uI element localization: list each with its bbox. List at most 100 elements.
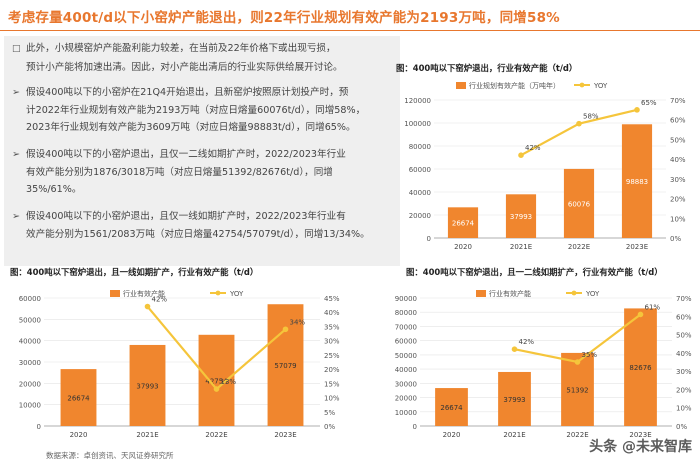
y2-tick-label: 40% (324, 309, 340, 317)
y-tick-label: 0 (427, 235, 431, 243)
legend-label-line: YOY (585, 290, 600, 298)
bar-value-label: 98883 (626, 178, 648, 186)
y-tick-label: 0 (413, 423, 417, 431)
bar-value-label: 26674 (452, 220, 475, 228)
y2-tick-label: 25% (324, 352, 340, 360)
bullet-line: ➢ 假设400吨以下的小窑炉退出，且仅一二线如期扩产时，2022/2023年行业 (12, 146, 346, 164)
y2-tick-label: 10% (670, 215, 686, 223)
y2-tick-label: 0% (676, 423, 687, 431)
y-tick-label: 70000 (395, 323, 417, 331)
bullet-marker: □ (12, 41, 26, 59)
y2-tick-label: 40% (676, 350, 692, 358)
chart2-caption: 图：400吨以下窑炉退出，且一线如期扩产，行业有效产能（t/d） (10, 266, 258, 278)
yoy-label: 58% (583, 113, 599, 121)
bullet-text: 效产能分别为1561/2083万吨（对应日熔量42754/57079t/d），同… (26, 229, 370, 240)
y-tick-label: 50000 (19, 316, 41, 324)
y-tick-label: 0 (37, 423, 41, 431)
x-tick-label: 2021E (136, 431, 158, 439)
bullet-line: ➢ 假设400吨以下的小窑炉在21Q4开始退出，且新窑炉按照原计划投产时，预 (12, 84, 365, 102)
legend-label-bar: 行业规划有效产能（万吨年） (469, 81, 560, 90)
yoy-point (638, 312, 644, 318)
legend-swatch-point (216, 291, 221, 296)
yoy-point (634, 107, 640, 113)
bar-value-label: 37993 (510, 213, 532, 221)
x-tick-label: 2021E (510, 243, 532, 251)
bar-value-label: 57079 (274, 362, 296, 370)
bullet-line: 有效产能分别为1876/3018万吨（对应日熔量51392/82676t/d），… (12, 164, 346, 182)
y2-tick-label: 20% (670, 196, 686, 204)
x-tick-label: 2020 (70, 431, 88, 439)
text-panel: □ 此外，小规模窑炉产能盈利能力较差，在当前及22年价格下或出现亏损， 预计小产能将… (4, 36, 400, 266)
legend-swatch-bar (110, 290, 120, 297)
legend-swatch-point (572, 291, 577, 296)
y2-tick-label: 50% (676, 332, 692, 340)
yoy-label: 42% (525, 144, 541, 152)
chart-3: 0 10000 20000 30000 40000 50000 60000 70000 8000… (380, 280, 700, 450)
x-tick-label: 2020 (443, 431, 461, 439)
legend-label-bar: 行业有效产能 (489, 289, 531, 298)
y2-tick-label: 0% (670, 235, 681, 243)
bullet-text: 假设400吨以下的小窑炉退出，且仅一线如期扩产时，2022/2023年行业有 (26, 211, 346, 222)
chart1-caption: 图：400吨以下窑炉退出，行业有效产能（t/d） (396, 62, 577, 74)
x-tick-label: 2022E (566, 431, 588, 439)
y-tick-label: 20000 (395, 395, 417, 403)
bar-value-label: 51392 (566, 386, 588, 394)
yoy-point (512, 346, 518, 352)
legend-label-bar: 行业有效产能 (123, 289, 165, 298)
y-tick-label: 80000 (409, 143, 431, 151)
bullet-text: 预计小产能将加速出清。因此，对小产能出清后的行业实际供给展开讨论。 (26, 62, 343, 73)
bullet-text: 假设400吨以下的小窑炉退出，且仅一二线如期扩产时，2022/2023年行业 (26, 149, 346, 160)
bullet-item: ➢ 假设400吨以下的小窑炉退出，且仅一线如期扩产时，2022/2023年行业有效… (12, 208, 370, 243)
bar-value-label: 26674 (440, 404, 463, 412)
yoy-label: 13% (221, 378, 237, 386)
yoy-point (518, 152, 524, 158)
chart3-caption: 图：400吨以下窑炉退出，且一二线如期扩产，行业有效产能（t/d） (406, 266, 663, 278)
bullet-line: 预计小产能将加速出清。因此，对小产能出清后的行业实际供给展开讨论。 (12, 59, 343, 77)
y2-tick-label: 20% (676, 386, 692, 394)
page-title: 考虑存量400t/d以下小窑炉产能退出，则22年行业规划有效产能为2193万吨，… (8, 6, 560, 26)
chart-1: 0200004000060000800001000001200000%10%20… (396, 74, 700, 264)
y-tick-label: 60000 (395, 338, 417, 346)
bullet-line: 效产能分别为1561/2083万吨（对应日熔量42754/57079t/d），同… (12, 226, 370, 244)
bar-value-label: 82676 (629, 364, 652, 372)
y-tick-label: 100000 (404, 120, 431, 128)
chart-2: 0 10000 20000 30000 40000 50000 60000 0% 5% 10% 15… (0, 280, 350, 450)
y-tick-label: 40000 (409, 189, 431, 197)
bullet-line: 2023年行业规划有效产能为3609万吨（对应日熔量98883t/d），同增65… (12, 119, 365, 137)
y-tick-label: 40000 (19, 338, 41, 346)
y-tick-label: 30000 (19, 359, 41, 367)
bullet-line: 35%/61%。 (12, 181, 346, 199)
yoy-point (575, 359, 581, 365)
bullet-line: ➢ 假设400吨以下的小窑炉退出，且仅一线如期扩产时，2022/2023年行业有 (12, 208, 370, 226)
y2-tick-label: 35% (324, 323, 340, 331)
bullet-marker: ➢ (12, 84, 26, 102)
bar-value-label: 37993 (503, 396, 525, 404)
y2-tick-label: 50% (670, 136, 686, 144)
watermark: 头条 @未来智库 (589, 436, 692, 456)
y-tick-label: 60000 (19, 295, 41, 303)
legend-label-line: YOY (229, 290, 244, 298)
y2-tick-label: 30% (676, 368, 692, 376)
y2-tick-label: 15% (324, 380, 340, 388)
yoy-label: 65% (641, 99, 657, 107)
source-note: 数据来源：卓创资讯、天风证券研究所 (46, 450, 174, 461)
yoy-label: 35% (582, 351, 598, 359)
yoy-point (283, 326, 289, 332)
x-tick-label: 2023E (274, 431, 296, 439)
bar-value-label: 60076 (568, 200, 591, 208)
y-tick-label: 60000 (409, 166, 431, 174)
bullet-text: 有效产能分别为1876/3018万吨（对应日熔量51392/82676t/d），… (26, 167, 333, 178)
y-tick-label: 120000 (404, 97, 431, 105)
legend-label-line: YOY (593, 82, 608, 90)
x-tick-label: 2021E (503, 431, 525, 439)
bullet-marker: ➢ (12, 208, 26, 226)
yoy-label: 42% (519, 338, 535, 346)
bullet-item: ➢ 假设400吨以下的小窑炉在21Q4开始退出，且新窑炉按照原计划投产时，预 计20… (12, 84, 365, 137)
y-tick-label: 20000 (19, 380, 41, 388)
bullet-line: 计2022年行业规划有效产能为2193万吨（对应日熔量60076t/d），同增5… (12, 102, 365, 120)
y2-tick-label: 10% (324, 395, 340, 403)
y2-tick-label: 45% (324, 295, 340, 303)
legend-swatch-bar (456, 82, 466, 89)
legend-swatch-point (580, 83, 585, 88)
yoy-point (214, 386, 220, 392)
